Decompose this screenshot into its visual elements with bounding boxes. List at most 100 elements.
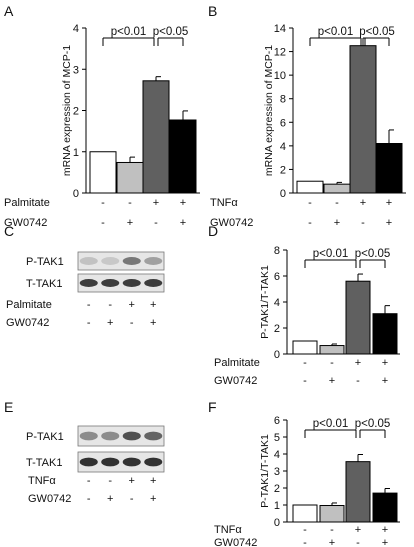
condition-mark: -	[154, 217, 158, 229]
condition-label: GW0742	[4, 217, 47, 229]
condition-mark: +	[334, 217, 340, 229]
blot-band	[79, 279, 98, 287]
bar	[345, 461, 371, 523]
panel-label-b: B	[208, 3, 217, 19]
condition-mark: -	[303, 524, 307, 536]
significance-label: p<0.05	[355, 248, 391, 260]
y-tick-label: 10	[274, 70, 286, 82]
bar	[319, 505, 345, 523]
y-tick-label: 4	[73, 23, 79, 35]
y-tick-label: 1	[274, 500, 280, 512]
blot-row-label: T-TAK1	[26, 457, 62, 469]
condition-mark: -	[308, 217, 312, 229]
blot-c: P-TAK1 T-TAK1 Palmitate - - + + GW0742 - + - +	[6, 251, 165, 329]
bar	[375, 143, 403, 194]
y-tick-label: 6	[274, 271, 280, 283]
chart-b: 0 2 4 6 8 10 12 14 mRNA expression of MCP-1 p<0.0…	[210, 23, 406, 229]
blot-strip	[77, 273, 165, 293]
blot-band	[144, 431, 163, 441]
y-tick-label: 5	[274, 432, 280, 444]
panel-label-f: F	[208, 399, 217, 415]
y-axis-title: mRNA expression of MCP-1	[263, 45, 275, 176]
condition-mark: +	[382, 357, 388, 369]
y-tick-label: 6	[274, 415, 280, 427]
y-tick-label: 8	[280, 94, 286, 106]
condition-label: Palmitate	[4, 197, 50, 209]
condition-label: TNFα	[210, 197, 238, 209]
bar	[116, 161, 144, 194]
bar	[372, 313, 398, 355]
bar	[345, 280, 371, 355]
condition-label: GW0742	[28, 493, 71, 505]
condition-mark: -	[130, 493, 134, 505]
significance-label: p<0.01	[111, 26, 147, 38]
condition-mark: -	[108, 475, 112, 487]
condition-mark: +	[129, 475, 135, 487]
blot-e: P-TAK1 T-TAK1 TNFα - - + + GW0742 - + - +	[26, 425, 165, 505]
blot-band	[101, 279, 120, 287]
condition-mark: +	[355, 357, 361, 369]
condition-mark: +	[107, 493, 113, 505]
blot-band	[101, 431, 120, 441]
condition-mark: -	[330, 524, 334, 536]
y-tick-label: 12	[274, 47, 286, 59]
condition-mark: -	[308, 197, 312, 209]
blot-band	[79, 431, 98, 441]
bar	[323, 183, 351, 194]
y-axis-title: mRNA expression of MCP-1	[61, 45, 73, 176]
y-tick-label: 2	[280, 164, 286, 176]
y-tick-label: 14	[274, 23, 286, 35]
y-tick-label: 3	[73, 64, 79, 76]
condition-mark: +	[129, 299, 135, 311]
significance-label: p<0.01	[313, 248, 349, 260]
bar	[349, 45, 377, 194]
condition-label: GW0742	[214, 537, 257, 547]
panel-label-d: D	[208, 223, 218, 239]
condition-mark: +	[150, 475, 156, 487]
blot-strip	[77, 425, 165, 447]
condition-mark: +	[180, 197, 186, 209]
y-tick-label: 3	[274, 466, 280, 478]
condition-mark: -	[108, 299, 112, 311]
condition-mark: -	[356, 537, 360, 547]
bar	[292, 340, 318, 355]
condition-mark: +	[180, 217, 186, 229]
bar	[89, 151, 117, 194]
condition-mark: -	[128, 197, 132, 209]
significance-label: p<0.01	[313, 418, 349, 430]
condition-mark: -	[361, 217, 365, 229]
condition-label: GW0742	[6, 317, 49, 329]
blot-strip	[77, 451, 165, 473]
condition-mark: +	[107, 317, 113, 329]
condition-mark: +	[386, 217, 392, 229]
condition-label: Palmitate	[6, 299, 52, 311]
significance-label: p<0.05	[153, 26, 189, 38]
panel-label-c: C	[4, 223, 14, 239]
y-tick-label: 0	[274, 349, 280, 361]
chart-d: 0 2 4 6 8P-TAK1/T-TAK1 p<0.01 p<0.05 Palmitate -…	[214, 245, 400, 387]
condition-mark: +	[382, 375, 388, 387]
condition-mark: +	[360, 197, 366, 209]
condition-mark: +	[329, 537, 335, 547]
condition-mark: -	[303, 537, 307, 547]
bar	[292, 504, 318, 523]
panel-label-a: A	[4, 3, 14, 19]
condition-mark: +	[355, 524, 361, 536]
blot-strip	[77, 251, 165, 271]
y-axis-title: P-TAK1/T-TAK1	[259, 265, 271, 339]
condition-label: GW0742	[210, 217, 253, 229]
blot-band	[101, 457, 120, 467]
significance-label: p<0.01	[318, 26, 354, 38]
condition-mark: -	[303, 375, 307, 387]
blot-band	[122, 279, 141, 287]
condition-mark: +	[127, 217, 133, 229]
condition-mark: -	[335, 197, 339, 209]
blot-band	[144, 257, 163, 265]
condition-mark: +	[153, 197, 159, 209]
condition-mark: +	[386, 197, 392, 209]
y-tick-label: 4	[274, 297, 280, 309]
y-tick-label: 2	[274, 323, 280, 335]
bar	[296, 180, 324, 194]
